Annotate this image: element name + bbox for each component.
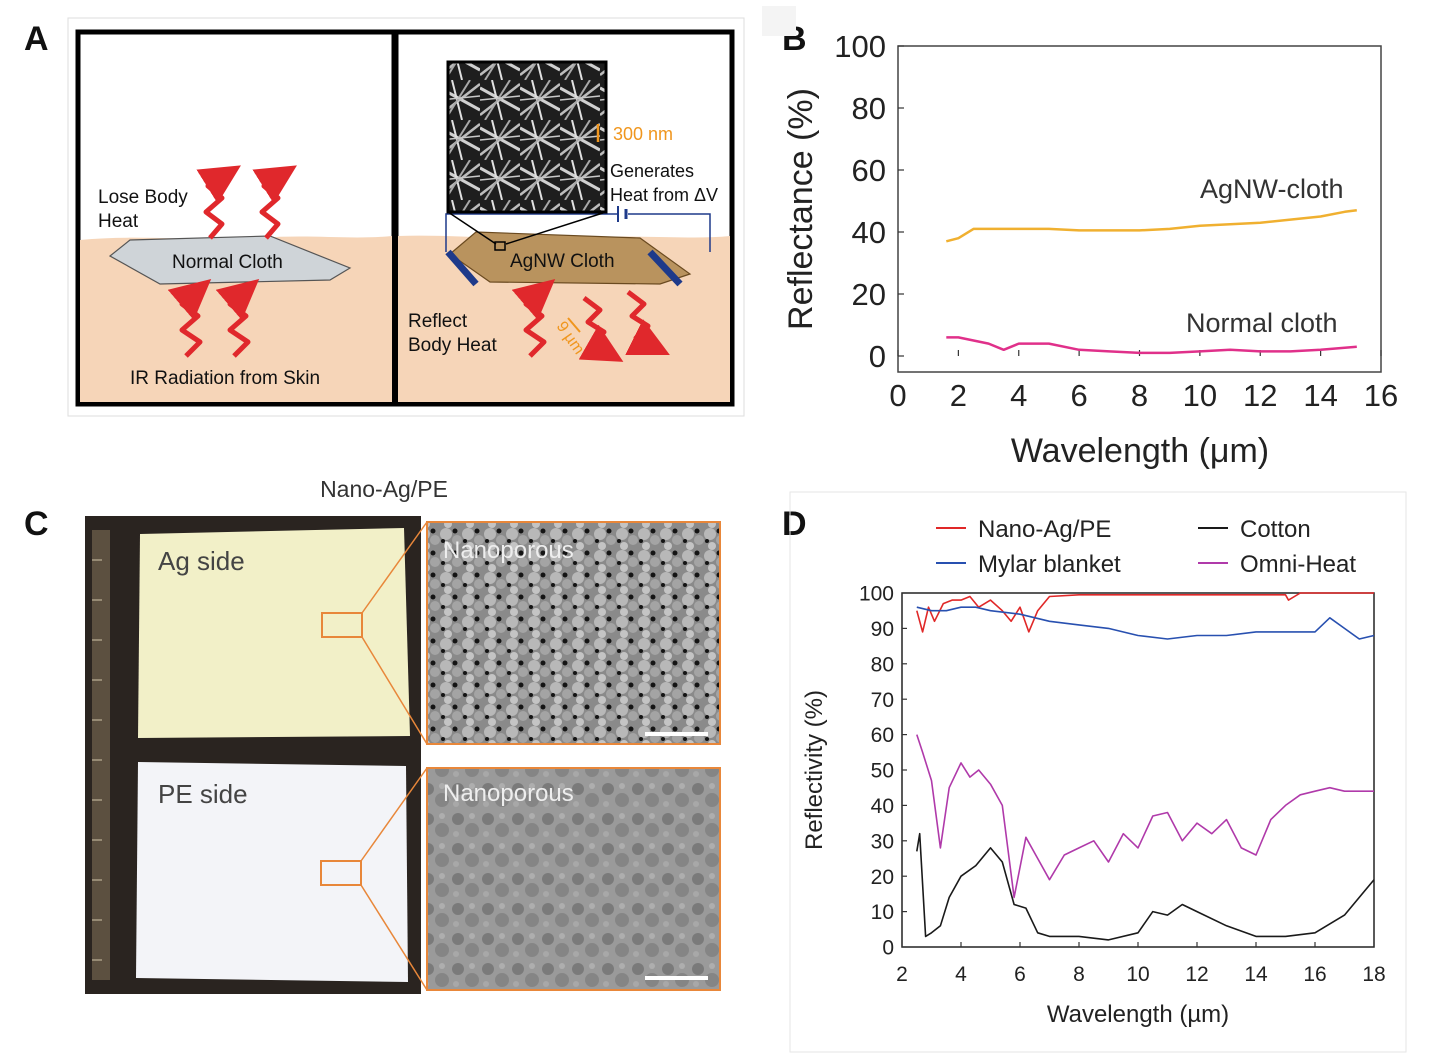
ag-side-fabric	[138, 528, 410, 738]
chart-d-xlabel: Wavelength (µm)	[1047, 1001, 1229, 1028]
chart-b-xlabel: Wavelength (μm)	[1011, 432, 1269, 470]
y-tick-label-10: 10	[871, 901, 894, 924]
series-line-cotton	[916, 832, 1375, 941]
zoom-box-bottom	[320, 860, 362, 886]
generates-line1: Generates	[610, 161, 694, 181]
legend-label-nano-ag: Nano-Ag/PE	[978, 516, 1111, 543]
zoom-box-top	[321, 612, 363, 638]
y-tick-label-60: 60	[852, 153, 886, 188]
panel-label-d: D	[782, 505, 807, 543]
y-tick-label-80: 80	[852, 91, 886, 126]
pe-side-fabric	[136, 762, 408, 982]
lose-heat-line2: Heat	[98, 211, 139, 232]
y-tick-label-40: 40	[871, 795, 894, 818]
electrode-left	[445, 249, 479, 287]
ruler	[92, 530, 110, 980]
series-line-omni-heat	[916, 734, 1374, 899]
legend-label-omni-heat: Omni-Heat	[1240, 551, 1356, 578]
y-tick-label-60: 60	[871, 724, 894, 747]
chart-b: 0 20 40 60 80 100 0 2 4 6 8 10 12 14 16 Wavelength (μ…	[762, 6, 1398, 470]
y-tick-label-40: 40	[852, 215, 886, 250]
y-tick-label-20: 20	[871, 866, 894, 889]
chart-b-series-label-agnw: AgNW-cloth	[1200, 174, 1344, 204]
chart-d-legend: Nano-Ag/PE Mylar blanket Cotton Omni-Hea…	[936, 516, 1356, 578]
y-tick-label-50: 50	[871, 760, 894, 783]
x-tick-label-16: 16	[1364, 378, 1398, 413]
sem-image-top	[426, 521, 721, 745]
x-tick-label-8: 8	[1131, 378, 1148, 413]
x-tick-label-12: 12	[1185, 963, 1208, 986]
legend-label-mylar: Mylar blanket	[978, 551, 1121, 578]
normal-cloth-label: Normal Cloth	[172, 252, 283, 273]
sem-bottom-label: Nanoporous	[443, 780, 574, 807]
reflect-line2: Body Heat	[408, 335, 497, 356]
sem-top-label: Nanoporous	[443, 537, 574, 564]
y-tick-label-0: 0	[882, 937, 894, 960]
x-tick-label-10: 10	[1183, 378, 1217, 413]
series-line-mylar-blanket	[916, 606, 1375, 640]
x-tick-label-6: 6	[1014, 963, 1026, 986]
x-tick-label-4: 4	[955, 963, 967, 986]
heat-arrows-right	[511, 278, 670, 362]
x-tick-label-18: 18	[1362, 963, 1385, 986]
x-tick-label-14: 14	[1244, 963, 1268, 986]
chart-b-series-label-normal: Normal cloth	[1186, 308, 1338, 338]
y-tick-label-0: 0	[869, 339, 886, 374]
x-tick-label-12: 12	[1243, 378, 1277, 413]
agnw-cloth-label: AgNW Cloth	[510, 251, 615, 272]
x-tick-label-14: 14	[1303, 378, 1337, 413]
panel-a-illustration: Lose Body Heat Normal Cloth IR Radiation…	[67, 17, 745, 417]
y-tick-label-20: 20	[852, 277, 886, 312]
scale-bar-label: 300 nm	[613, 124, 673, 144]
x-tick-label-8: 8	[1073, 963, 1085, 986]
x-tick-label-2: 2	[896, 963, 908, 986]
sem-inset-fibers	[446, 60, 608, 214]
electrode-right	[647, 249, 683, 287]
y-tick-label-90: 90	[871, 618, 894, 641]
panel-c-photo: Nano-Ag/PE Ag side PE side Nanoporous Na…	[85, 476, 721, 994]
zoom-marker	[494, 241, 506, 251]
y-tick-label-70: 70	[871, 689, 894, 712]
circuit-wire	[445, 213, 711, 252]
y-tick-label-80: 80	[871, 653, 894, 676]
x-tick-label-4: 4	[1010, 378, 1027, 413]
ir-radiation-label: IR Radiation from Skin	[130, 368, 320, 389]
series-line-normal-cloth	[946, 336, 1357, 355]
series-line-nano-ag-pe	[916, 592, 1374, 633]
agnw-cloth-shape	[449, 231, 692, 285]
x-tick-label-10: 10	[1126, 963, 1149, 986]
chart-d-ylabel: Reflectivity (%)	[801, 690, 828, 850]
reflect-line1: Reflect	[408, 311, 468, 332]
generates-line2: Heat from ΔV	[610, 185, 718, 205]
pe-side-label: PE side	[158, 779, 248, 809]
y-tick-label-100: 100	[859, 583, 894, 606]
x-tick-label-16: 16	[1303, 963, 1326, 986]
x-tick-label-0: 0	[889, 378, 906, 413]
y-tick-label-30: 30	[871, 830, 894, 853]
normal-cloth-shape	[108, 235, 352, 285]
ag-side-label: Ag side	[158, 546, 245, 576]
heat-arrows-left	[167, 165, 297, 358]
chart-d-frame	[901, 592, 1375, 948]
chart-d: Nano-Ag/PE Mylar blanket Cotton Omni-Hea…	[789, 491, 1407, 1053]
series-line-agnw-cloth	[945, 209, 1357, 243]
panel-c-title: Nano-Ag/PE	[320, 476, 448, 502]
legend-label-cotton: Cotton	[1240, 516, 1311, 543]
x-tick-label-6: 6	[1071, 378, 1088, 413]
sem-image-bottom	[426, 767, 721, 991]
y-tick-label-100: 100	[834, 29, 886, 64]
lose-heat-line1: Lose Body	[98, 187, 188, 208]
chart-b-frame	[897, 45, 1382, 373]
x-tick-label-2: 2	[950, 378, 967, 413]
panel-label-a: A	[24, 20, 49, 58]
chart-b-ylabel: Reflectance (%)	[782, 88, 820, 330]
panel-label-c: C	[24, 505, 49, 543]
